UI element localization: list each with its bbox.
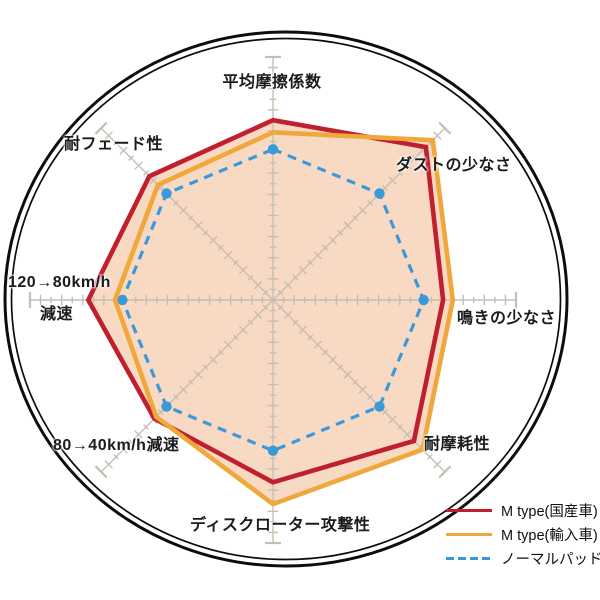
axis-label-low-dust: ダストの少なさ [396, 157, 512, 174]
axis-label-80-40-deceleration: 80→40km/h減速 [53, 437, 180, 454]
axis-label-wear-resistance: 耐摩耗性 [424, 436, 491, 453]
axis-label-120-80-deceleration-line1: 120→80km/h [8, 274, 111, 291]
legend-row-mtype-domestic: M type(国産車) [446, 501, 600, 520]
legend: M type(国産車) M type(輸入車) ノーマルパッド [446, 501, 600, 568]
legend-label-mtype-import: M type(輸入車) [501, 528, 598, 544]
axis-label-fade-resistance: 耐フェード性 [64, 136, 164, 153]
axis-label-friction-coefficient: 平均摩擦係数 [222, 74, 322, 91]
legend-label-mtype-domestic: M type(国産車) [501, 504, 598, 520]
legend-swatch-orange-line [446, 532, 492, 537]
legend-swatch-red-line [446, 508, 492, 513]
axis-label-120-80-deceleration-line2: 減速 [40, 306, 74, 323]
inner-circle [10, 37, 562, 561]
radar-series-lines [85, 117, 456, 507]
axis-label-low-squeal: 鳴きの少なさ [457, 310, 557, 327]
axis-label-rotor-aggressiveness: ディスクローター攻撃性 [190, 517, 371, 534]
legend-row-mtype-import: M type(輸入車) [446, 525, 600, 544]
legend-swatch-blue-dashed-line [446, 556, 492, 561]
legend-label-normal-pad: ノーマルパッド [501, 552, 600, 568]
legend-row-normal-pad: ノーマルパッド [446, 549, 600, 568]
outer-circle [3, 30, 569, 568]
